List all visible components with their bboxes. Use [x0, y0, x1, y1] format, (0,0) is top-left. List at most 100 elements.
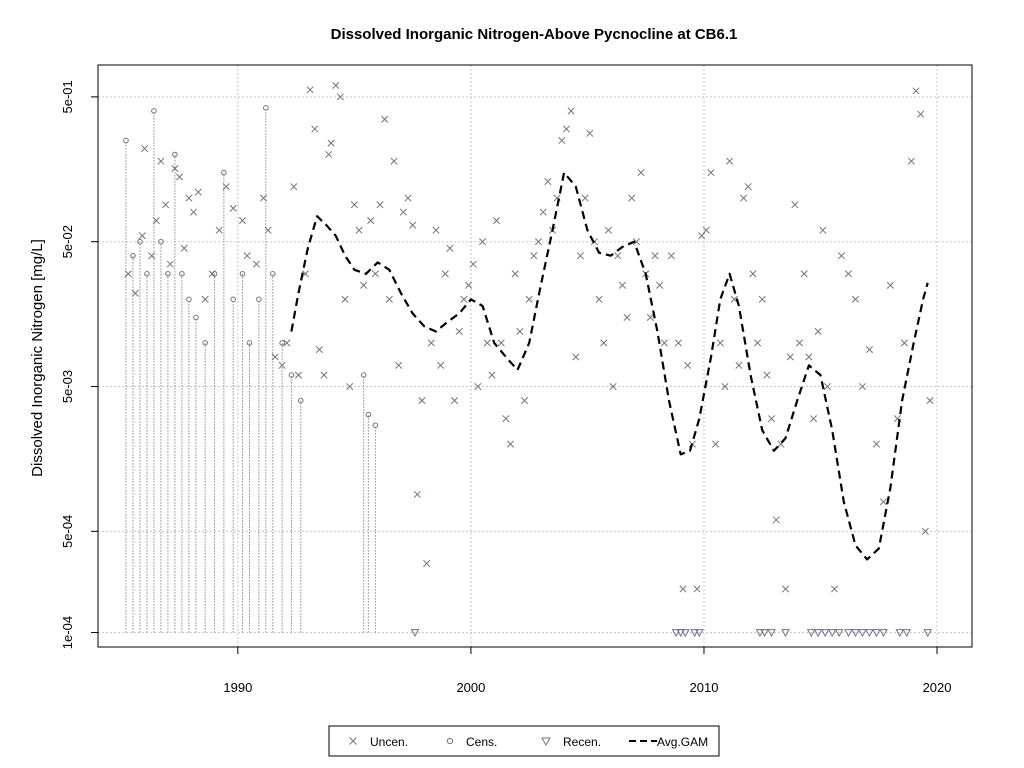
recensored-point [872, 629, 881, 638]
legend-label-gam: Avg.GAM [657, 735, 708, 749]
uncensored-point [768, 415, 776, 423]
uncensored-point [595, 295, 603, 303]
uncensored-point [716, 339, 724, 347]
recensored-point [858, 629, 867, 638]
gam-curve-layer [290, 171, 929, 561]
uncensored-point [814, 327, 822, 336]
censored-point [144, 271, 150, 277]
uncensored-point [819, 226, 827, 234]
uncensored-point [152, 216, 160, 225]
uncensored-point [162, 201, 170, 209]
uncensored-point [229, 204, 237, 212]
uncensored-point [693, 585, 701, 593]
uncensored-point [581, 194, 589, 202]
censored-point [365, 411, 372, 418]
uncensored-point [534, 238, 543, 246]
recensored-point [806, 629, 816, 638]
uncensored-point [749, 270, 757, 278]
uncensored-point [600, 339, 608, 347]
uncensored-point [437, 361, 445, 369]
recensored-point [781, 629, 790, 638]
y-tick-label-0: 1e-04 [60, 616, 75, 649]
uncensored-point [707, 169, 715, 177]
uncensored-point [355, 226, 363, 234]
y-tick-label-4: 5e-01 [60, 80, 75, 113]
censored-point [230, 296, 236, 303]
uncensored-point [278, 361, 286, 369]
censored-point [151, 108, 157, 114]
uncensored-point [201, 295, 209, 303]
censored-point [123, 137, 129, 144]
uncensored-point [786, 353, 794, 361]
uncensored-point [315, 345, 323, 354]
uncensored-point [698, 232, 706, 240]
y-tick-label-2: 5e-03 [60, 370, 75, 403]
uncensored-point [306, 86, 314, 94]
uncensored-point [455, 327, 463, 336]
uncensored-point [148, 252, 156, 260]
uncensored-point [660, 339, 668, 347]
censored-point [158, 238, 164, 245]
censored-point [239, 271, 246, 277]
censored-lines [125, 107, 376, 633]
uncensored-point [243, 252, 251, 260]
uncensored-point [259, 194, 268, 202]
uncensored-point [558, 136, 566, 145]
uncensored-point [735, 361, 743, 369]
uncensored-point [271, 353, 279, 361]
recensored-point [813, 629, 823, 638]
uncensored-point [395, 361, 403, 369]
uncensored-point [679, 585, 687, 593]
uncensored-point [176, 173, 184, 181]
uncensored-point [479, 238, 487, 246]
uncensored-point [823, 382, 832, 391]
uncensored-point [460, 295, 468, 303]
legend-label-uncensored: Uncen. [370, 735, 408, 749]
uncensored-point [758, 295, 766, 303]
uncensored-point [886, 281, 894, 289]
uncensored-point [684, 361, 692, 369]
uncensored-point [404, 194, 412, 202]
uncensored-point [772, 516, 780, 524]
data-points [123, 81, 934, 638]
uncensored-point [744, 183, 752, 191]
uncensored-point [623, 313, 631, 321]
y-tick-label-1: 5e-04 [60, 515, 75, 548]
uncensored-point [367, 216, 375, 225]
uncensored-point [795, 339, 804, 347]
uncensored-point [336, 93, 344, 101]
uncensored-point [844, 270, 853, 278]
legend-label-censored: Cens. [466, 735, 497, 749]
uncensored-point [651, 252, 659, 260]
uncensored-point [516, 327, 524, 336]
uncensored-point [604, 226, 612, 234]
uncensored-point [872, 440, 880, 448]
uncensored-point [492, 216, 501, 225]
uncensored-point [586, 129, 594, 137]
legend-item-recensored: Recen. [541, 735, 601, 749]
uncensored-point [290, 183, 298, 191]
censored-point [221, 169, 227, 176]
uncensored-point [332, 81, 340, 89]
censored-point [297, 397, 304, 404]
censored-point [130, 252, 136, 259]
uncensored-point [921, 527, 929, 535]
uncensored-point [294, 371, 302, 379]
y-tick-label-3: 5e-02 [60, 225, 75, 258]
legend-circle-icon [446, 737, 454, 745]
uncensored-point [726, 157, 734, 165]
uncensored-point [539, 208, 547, 216]
uncensored-point [907, 157, 915, 165]
recensored-point [690, 629, 699, 638]
y-axis-label: Dissolved Inorganic Nitrogen [mg/L] [29, 239, 46, 477]
uncensored-point [409, 221, 417, 229]
censored-point [288, 372, 295, 378]
recensored-point [902, 629, 912, 638]
uncensored-point [520, 397, 529, 405]
uncensored-point [194, 188, 202, 196]
recensored-point [410, 629, 420, 638]
uncensored-point [488, 371, 496, 379]
recensored-point [755, 629, 765, 638]
uncensored-point [740, 194, 748, 202]
uncensored-point [805, 353, 813, 361]
